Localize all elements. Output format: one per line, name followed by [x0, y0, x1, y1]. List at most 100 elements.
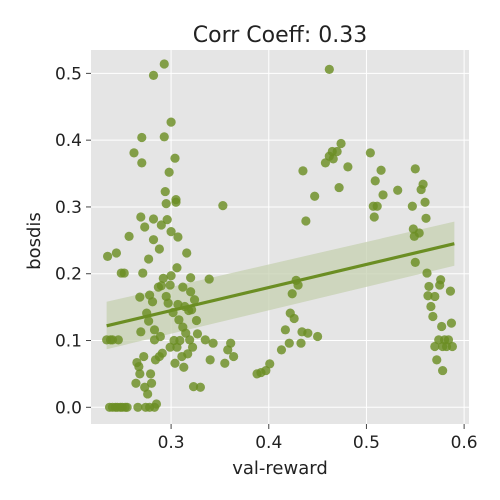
data-point [164, 167, 174, 177]
x-tick-label: 0.6 [451, 433, 478, 453]
data-point [144, 316, 154, 326]
data-point [276, 345, 287, 355]
data-point [376, 165, 386, 175]
data-point [332, 146, 342, 157]
data-point [426, 301, 436, 312]
data-point [393, 185, 403, 195]
data-point [155, 331, 165, 342]
data-point [174, 315, 184, 325]
data-point [336, 138, 346, 149]
y-tick-label: 0.1 [55, 332, 82, 352]
x-tick-label: 0.4 [255, 433, 282, 453]
data-point [298, 166, 308, 176]
data-point [156, 281, 166, 291]
data-point [163, 298, 173, 308]
data-point [284, 338, 294, 348]
data-point [182, 248, 192, 258]
data-point [159, 132, 169, 142]
data-point [149, 325, 160, 335]
data-point [205, 355, 215, 365]
data-point [165, 342, 175, 352]
data-point [148, 235, 159, 245]
data-point [165, 280, 175, 290]
data-point [171, 197, 181, 207]
data-point [443, 335, 454, 345]
data-point [139, 351, 149, 362]
data-point [144, 254, 154, 264]
data-point [365, 148, 375, 158]
data-point [143, 389, 153, 399]
data-point [328, 154, 338, 164]
y-tick-label: 0.4 [55, 131, 82, 151]
data-point [261, 365, 271, 376]
data-point [372, 201, 382, 211]
data-point [430, 341, 440, 352]
data-point [154, 244, 164, 254]
data-point [161, 199, 171, 209]
data-point [113, 335, 123, 345]
data-point [129, 148, 139, 158]
data-point [423, 291, 433, 301]
data-point [136, 327, 146, 337]
data-point [172, 263, 182, 273]
data-point [447, 341, 457, 352]
data-point [188, 382, 199, 392]
data-point [369, 212, 379, 222]
x-axis-ticks: 0.3 0.4 0.5 0.6 [158, 424, 478, 453]
data-point [179, 362, 189, 372]
data-point [158, 273, 168, 284]
data-point [324, 64, 334, 74]
data-point [265, 359, 275, 369]
data-point [187, 342, 198, 352]
data-point [334, 182, 344, 193]
data-point [148, 70, 159, 80]
x-tick-label: 0.3 [158, 433, 185, 453]
data-point [192, 329, 203, 339]
data-point [432, 355, 442, 365]
data-point [420, 197, 430, 207]
data-point [178, 282, 188, 292]
data-point [200, 335, 210, 345]
y-tick-label: 0.0 [55, 398, 82, 418]
data-point [446, 318, 457, 328]
data-point [220, 358, 230, 368]
data-point [160, 186, 170, 197]
data-point [151, 399, 162, 409]
data-point [173, 232, 183, 242]
data-point [166, 271, 176, 281]
data-point [204, 274, 214, 284]
data-point [437, 321, 447, 332]
data-point [422, 268, 432, 278]
x-tick-label: 0.5 [353, 433, 380, 453]
data-point [147, 297, 158, 307]
data-point [138, 268, 148, 278]
data-point [343, 162, 353, 172]
data-point [296, 338, 306, 348]
data-point [229, 351, 239, 362]
data-point [175, 335, 185, 346]
data-point [301, 216, 311, 226]
data-point [145, 369, 156, 379]
data-point [162, 215, 172, 225]
data-point [424, 281, 434, 292]
data-point [156, 220, 166, 230]
data-point [410, 164, 420, 174]
data-point [146, 378, 157, 388]
data-point [111, 248, 121, 258]
data-point [186, 273, 196, 283]
data-point [438, 365, 448, 376]
data-point [185, 335, 195, 345]
data-point [183, 349, 193, 359]
data-point [157, 348, 167, 358]
data-point [170, 358, 180, 368]
data-point [189, 295, 200, 305]
data-point [181, 328, 191, 338]
data-point [310, 191, 320, 201]
data-point [313, 331, 323, 342]
data-point [136, 212, 146, 222]
data-point [320, 158, 331, 168]
data-point [378, 190, 388, 200]
data-point [407, 201, 417, 211]
data-point [166, 117, 176, 127]
